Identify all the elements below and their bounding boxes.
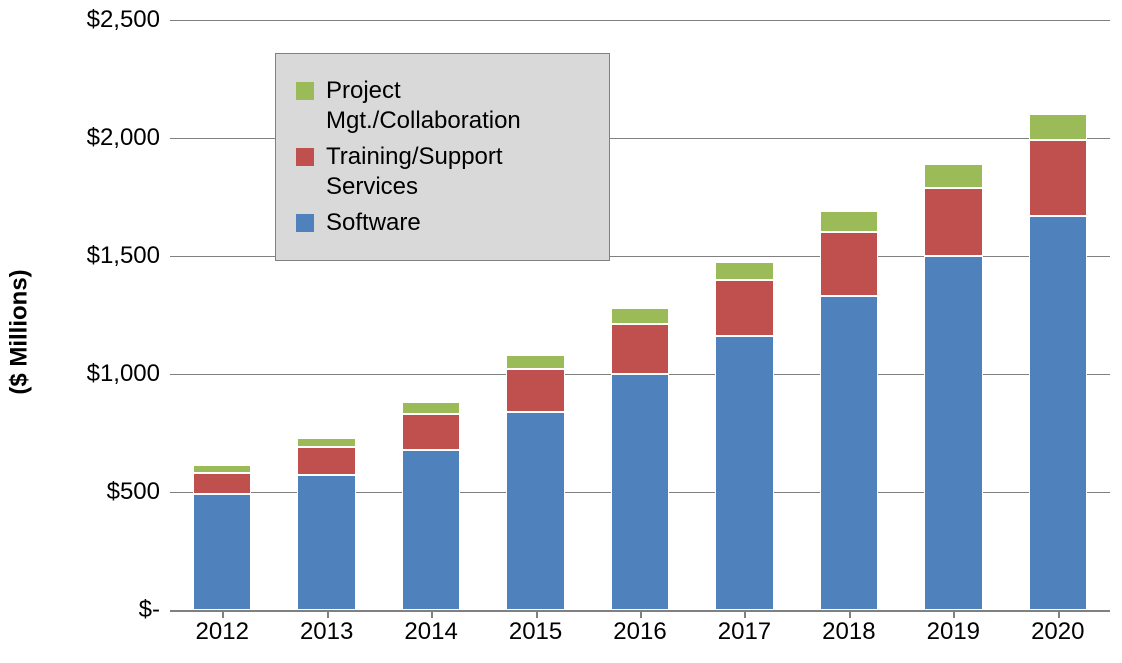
- bar-segment-training: [820, 232, 878, 296]
- bar-segment-training: [193, 473, 251, 494]
- legend-item: Software: [296, 208, 585, 238]
- x-tick-label: 2014: [404, 610, 457, 646]
- bar-segment-software: [715, 336, 773, 610]
- bar-segment-software: [297, 475, 355, 610]
- bar-segment-software: [611, 374, 669, 610]
- stacked-bar-chart: ($ Millions) $- $500 $1,000 $1,500 $2,000 $2,…: [0, 0, 1122, 663]
- bar-segment-software: [506, 412, 564, 610]
- bar-segment-training: [611, 324, 669, 374]
- x-tick-label: 2013: [300, 610, 353, 646]
- y-tick-label: $-: [139, 596, 170, 624]
- bar-segment-pm: [715, 262, 773, 280]
- bar-segment-training: [924, 188, 982, 256]
- y-axis-title: ($ Millions): [6, 269, 34, 394]
- legend-label: Software: [326, 208, 421, 238]
- legend-label: Project Mgt./Collaboration: [326, 76, 585, 136]
- bar-segment-pm: [924, 164, 982, 188]
- y-tick-label: $1,000: [87, 360, 170, 388]
- y-tick-label: $500: [107, 478, 170, 506]
- bar-segment-pm: [820, 211, 878, 232]
- bar-segment-pm: [193, 465, 251, 473]
- bar-segment-training: [715, 280, 773, 337]
- x-tick-label: 2020: [1031, 610, 1084, 646]
- legend-swatch: [296, 214, 314, 232]
- bar-segment-training: [402, 414, 460, 449]
- y-axis-title-container: ($ Millions): [0, 0, 40, 663]
- y-tick-label: $2,000: [87, 124, 170, 152]
- y-tick-label: $1,500: [87, 242, 170, 270]
- x-tick-label: 2018: [822, 610, 875, 646]
- x-tick-label: 2016: [613, 610, 666, 646]
- legend-swatch: [296, 148, 314, 166]
- bar-segment-pm: [611, 308, 669, 325]
- x-tick-label: 2017: [718, 610, 771, 646]
- bar-segment-pm: [506, 355, 564, 369]
- bar-segment-software: [820, 296, 878, 610]
- bar-segment-software: [1029, 216, 1087, 610]
- bar-segment-software: [924, 256, 982, 610]
- legend-swatch: [296, 82, 314, 100]
- bar-segment-pm: [402, 402, 460, 414]
- bar-segment-software: [402, 450, 460, 610]
- bar-segment-pm: [1029, 114, 1087, 140]
- gridline: [170, 20, 1110, 21]
- bar-segment-training: [1029, 140, 1087, 216]
- legend-item: Training/Support Services: [296, 142, 585, 202]
- y-tick-label: $2,500: [87, 6, 170, 34]
- legend-item: Project Mgt./Collaboration: [296, 76, 585, 136]
- bar-segment-software: [193, 494, 251, 610]
- bar-segment-training: [297, 447, 355, 475]
- legend-label: Training/Support Services: [326, 142, 585, 202]
- x-tick-label: 2019: [927, 610, 980, 646]
- x-tick-label: 2015: [509, 610, 562, 646]
- bar-segment-training: [506, 369, 564, 411]
- bar-segment-pm: [297, 438, 355, 447]
- legend: Project Mgt./CollaborationTraining/Suppo…: [275, 53, 610, 261]
- x-tick-label: 2012: [196, 610, 249, 646]
